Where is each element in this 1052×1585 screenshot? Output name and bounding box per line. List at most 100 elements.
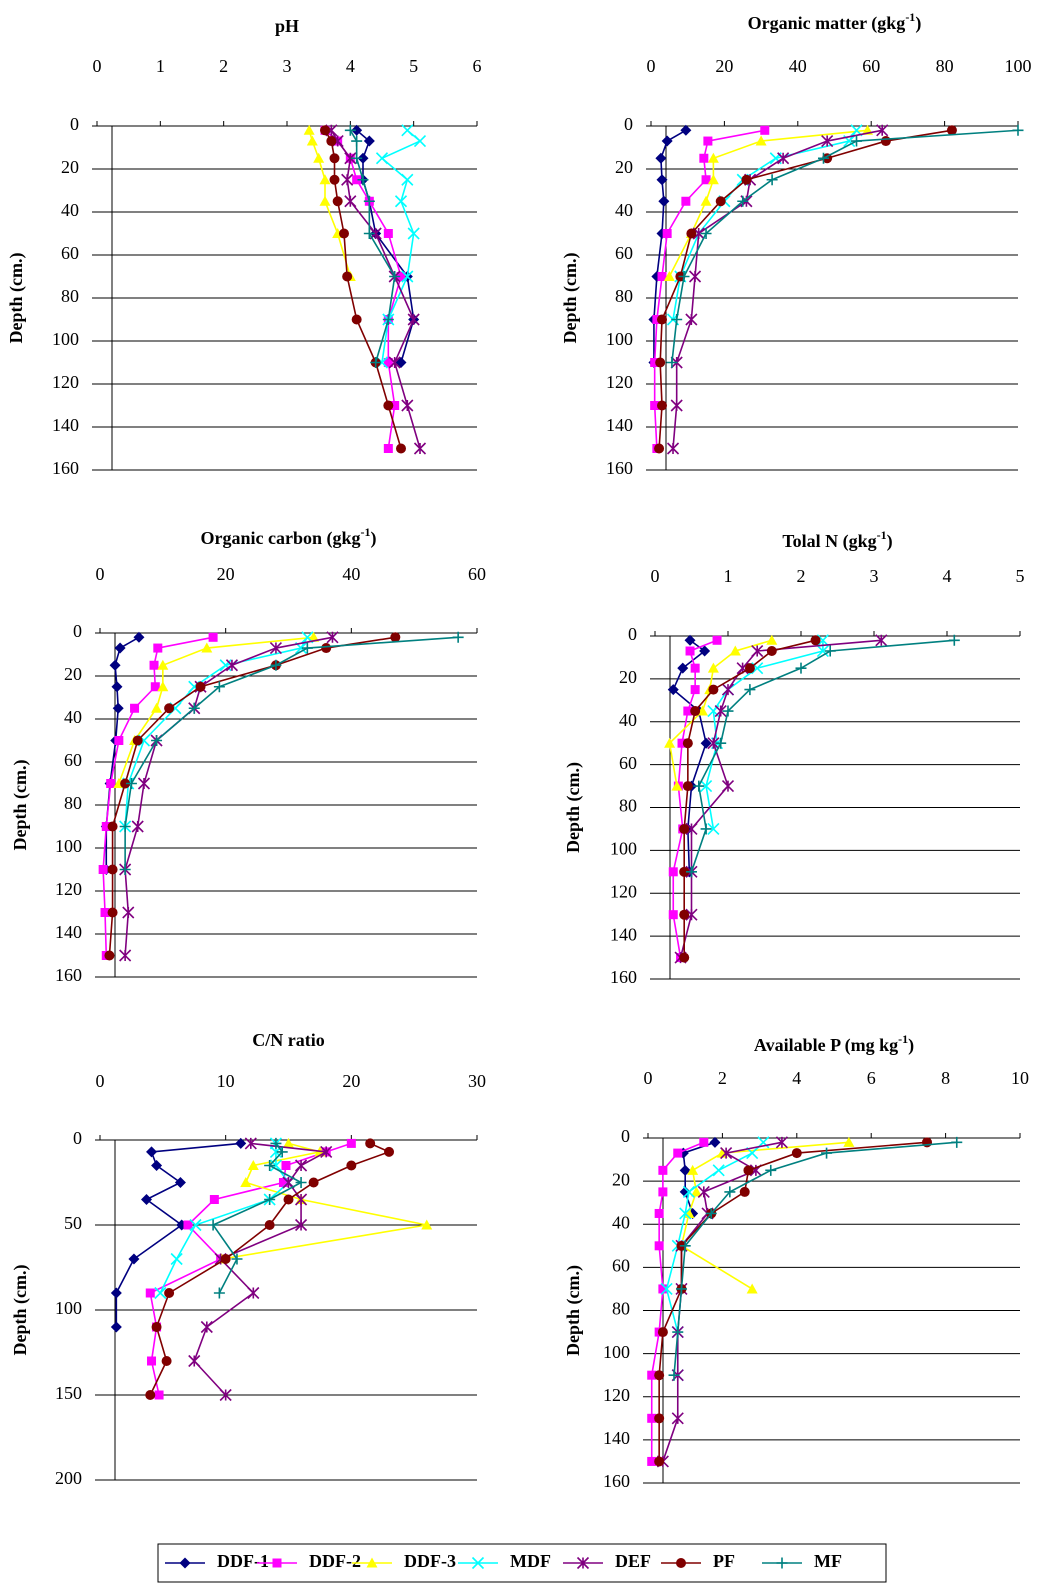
marker-shape — [149, 660, 159, 670]
x-tick-label: 40 — [789, 56, 807, 76]
title-part: ) — [908, 1035, 914, 1056]
marker-shape — [720, 1147, 733, 1160]
legend-label: DEF — [615, 1551, 651, 1571]
x-tick-label: 0 — [96, 1071, 105, 1091]
marker — [722, 705, 734, 717]
marker-shape — [145, 1288, 155, 1298]
x-tick-label: 5 — [1016, 566, 1025, 586]
marker-shape — [276, 1146, 288, 1158]
marker — [654, 1208, 664, 1218]
y-tick-label: 80 — [64, 793, 82, 813]
marker — [672, 1326, 684, 1338]
marker-shape — [146, 1146, 158, 1158]
marker — [301, 642, 313, 654]
y-tick-label: 80 — [615, 286, 633, 306]
marker-shape — [721, 683, 735, 696]
x-tick-label: 0 — [647, 56, 656, 76]
marker-shape — [766, 174, 778, 186]
marker-shape — [244, 1137, 257, 1150]
y-tick-label: 160 — [606, 458, 633, 478]
marker — [699, 645, 711, 657]
y-axis-label: Depth (cm.) — [10, 760, 31, 851]
marker — [357, 174, 369, 186]
y-tick-label: 200 — [55, 1468, 82, 1488]
marker — [384, 1146, 395, 1157]
x-tick-label: 10 — [1011, 1068, 1029, 1088]
marker — [303, 124, 315, 135]
marker — [821, 134, 834, 148]
y-tick-label: 80 — [619, 796, 637, 816]
marker-shape — [652, 315, 662, 324]
y-tick-label: 150 — [55, 1383, 82, 1403]
marker-shape — [843, 1136, 855, 1147]
x-tick-label: 40 — [342, 564, 360, 584]
marker-shape — [670, 399, 683, 412]
marker-shape — [951, 1136, 963, 1148]
marker — [147, 1356, 157, 1366]
marker-shape — [213, 1287, 225, 1299]
marker-shape — [161, 1356, 172, 1366]
series-line — [658, 1141, 928, 1462]
x-tick-label: 60 — [862, 56, 880, 76]
marker-shape — [766, 646, 777, 657]
marker-shape — [390, 401, 400, 410]
y-tick-label: 140 — [55, 922, 82, 942]
marker — [707, 152, 719, 163]
marker-shape — [707, 662, 719, 673]
marker — [119, 864, 131, 875]
legend-label: MDF — [510, 1551, 551, 1571]
marker — [654, 1413, 665, 1424]
marker — [709, 1136, 721, 1148]
marker — [671, 780, 683, 791]
marker — [821, 1147, 833, 1159]
marker — [151, 1160, 163, 1171]
marker — [188, 1354, 201, 1368]
marker-shape — [375, 152, 389, 165]
marker — [668, 1369, 680, 1381]
marker-shape — [308, 1177, 319, 1188]
y-tick-label: 40 — [612, 1212, 630, 1232]
marker — [363, 195, 375, 207]
marker — [670, 399, 683, 412]
y-tick-label: 40 — [619, 710, 637, 730]
marker-shape — [100, 908, 110, 917]
marker — [383, 229, 393, 238]
marker-shape — [401, 173, 414, 186]
x-tick-label: 1 — [156, 56, 165, 76]
marker-shape — [875, 634, 888, 647]
marker — [207, 1219, 219, 1231]
marker — [766, 646, 777, 657]
marker — [791, 1148, 802, 1159]
marker-shape — [658, 195, 670, 207]
marker-shape — [700, 823, 712, 835]
marker-shape — [721, 779, 735, 793]
marker — [679, 1240, 691, 1252]
marker-shape — [668, 1369, 680, 1381]
marker — [352, 175, 362, 185]
marker — [851, 135, 863, 147]
marker — [775, 1136, 788, 1149]
marker-shape — [188, 1354, 201, 1368]
marker-shape — [119, 949, 132, 962]
title-superscript: -1 — [361, 525, 371, 539]
marker-shape — [200, 1320, 213, 1334]
x-tick-label: 6 — [867, 1068, 876, 1088]
marker-shape — [341, 173, 354, 186]
marker-shape — [145, 1390, 156, 1400]
marker — [576, 1556, 590, 1570]
y-tick-label: 20 — [615, 157, 633, 177]
marker-shape — [295, 1193, 308, 1206]
marker — [320, 125, 330, 136]
marker — [679, 1164, 691, 1176]
marker-shape — [647, 1413, 657, 1423]
marker — [344, 124, 356, 136]
marker — [876, 124, 889, 137]
marker — [663, 271, 675, 281]
marker — [843, 1136, 855, 1147]
marker — [219, 1388, 232, 1402]
marker — [946, 125, 957, 136]
marker-shape — [654, 1241, 664, 1251]
marker — [276, 1146, 288, 1158]
marker-shape — [278, 1178, 288, 1187]
marker-shape — [283, 1137, 294, 1148]
